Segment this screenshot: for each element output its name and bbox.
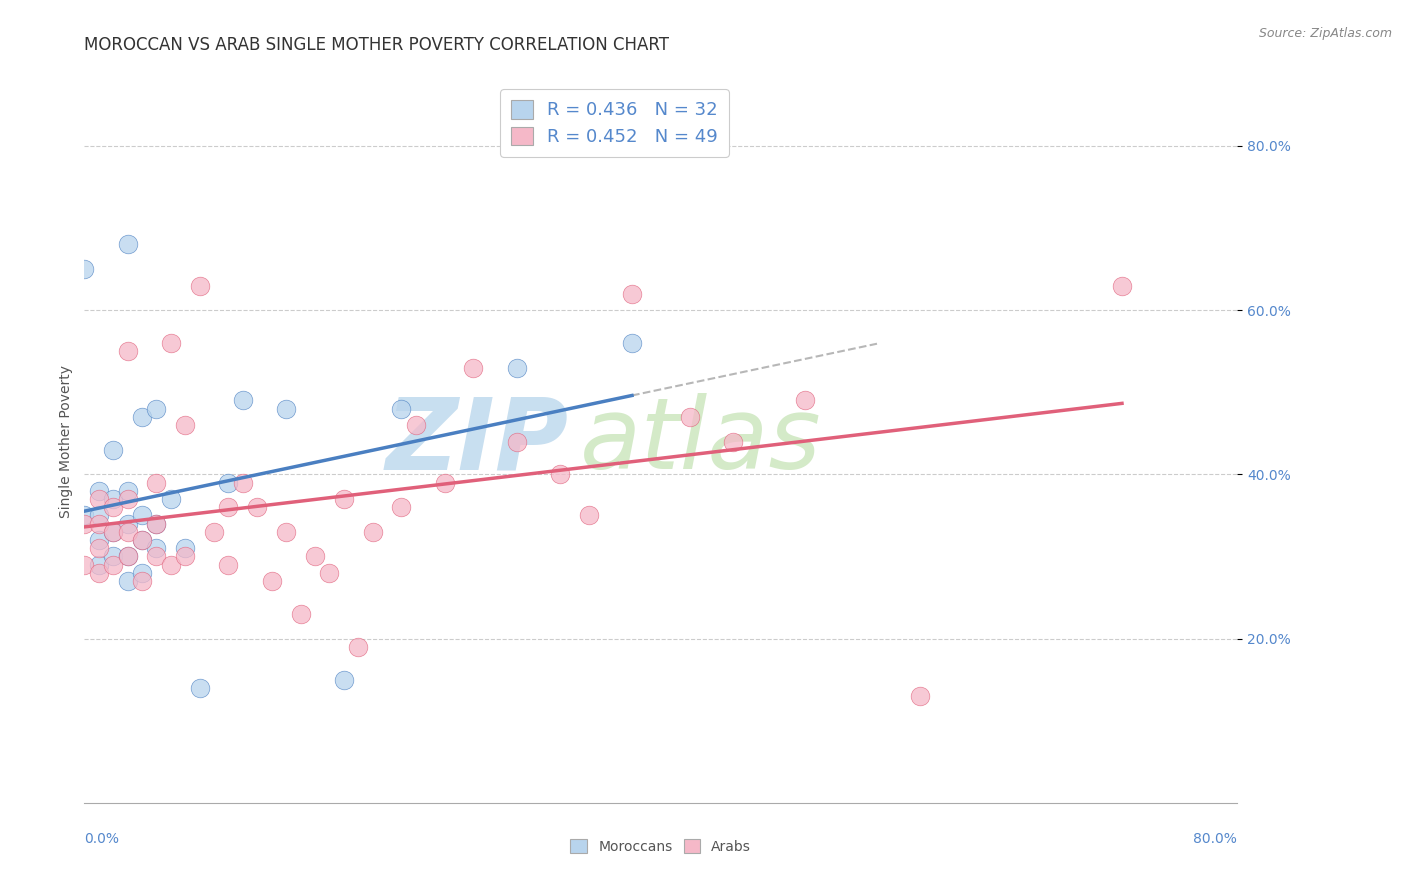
Point (1111, 278, 1133, 293)
Point (87, 508, 110, 523)
Text: 80.0%: 80.0% (1194, 831, 1237, 846)
Point (276, 524, 298, 539)
Point (188, 681, 211, 695)
Point (87, 566, 110, 580)
Point (232, 475, 254, 490)
Text: Source: ZipAtlas.com: Source: ZipAtlas.com (1258, 27, 1392, 40)
Point (276, 401, 298, 416)
Point (103, 491, 124, 506)
Point (679, 409, 702, 424)
Text: MOROCCAN VS ARAB SINGLE MOTHER POVERTY CORRELATION CHART: MOROCCAN VS ARAB SINGLE MOTHER POVERTY C… (84, 36, 669, 54)
Text: atlas: atlas (581, 393, 821, 490)
Point (73, 508, 96, 523)
Point (621, 336, 644, 351)
Point (333, 673, 356, 687)
Point (87, 516, 110, 531)
Point (117, 574, 139, 588)
Text: ZIP: ZIP (385, 393, 568, 490)
Point (405, 418, 427, 433)
Point (548, 467, 571, 482)
Point (87, 558, 110, 572)
Point (246, 500, 269, 515)
Point (103, 524, 124, 539)
Point (463, 360, 485, 375)
Point (506, 360, 529, 375)
Point (73, 558, 96, 572)
Point (174, 418, 197, 433)
Point (117, 524, 139, 539)
Point (87, 483, 110, 498)
Point (433, 475, 456, 490)
Point (391, 401, 413, 416)
Point (117, 491, 139, 506)
Point (117, 237, 139, 252)
Point (73, 262, 96, 277)
Point (794, 393, 817, 408)
Point (145, 401, 167, 416)
Point (506, 434, 529, 449)
Point (117, 483, 139, 498)
Point (145, 549, 167, 564)
Point (174, 549, 197, 564)
Point (131, 566, 153, 580)
Point (218, 558, 240, 572)
Point (202, 524, 225, 539)
Point (160, 558, 183, 572)
Point (131, 574, 153, 588)
Point (145, 516, 167, 531)
Point (318, 566, 340, 580)
Point (174, 541, 197, 556)
Point (218, 475, 240, 490)
Point (103, 442, 124, 457)
Point (87, 541, 110, 556)
Point (103, 524, 124, 539)
Point (160, 491, 183, 506)
Point (361, 524, 384, 539)
Point (103, 549, 124, 564)
Point (103, 500, 124, 515)
Point (304, 549, 326, 564)
Point (117, 344, 139, 359)
Point (73, 516, 96, 531)
Point (290, 607, 312, 621)
Point (87, 533, 110, 547)
Point (131, 409, 153, 424)
Point (578, 508, 600, 523)
Point (621, 286, 644, 301)
Point (218, 500, 240, 515)
Point (910, 689, 932, 703)
Point (721, 434, 744, 449)
Point (188, 278, 211, 293)
Point (145, 541, 167, 556)
Point (87, 491, 110, 506)
Point (103, 558, 124, 572)
Point (333, 491, 356, 506)
Point (232, 393, 254, 408)
Legend: Moroccans, Arabs: Moroccans, Arabs (564, 832, 758, 861)
Point (131, 508, 153, 523)
Point (391, 500, 413, 515)
Point (117, 549, 139, 564)
Y-axis label: Single Mother Poverty: Single Mother Poverty (59, 365, 73, 518)
Point (260, 574, 283, 588)
Point (145, 475, 167, 490)
Point (145, 516, 167, 531)
Point (131, 533, 153, 547)
Point (347, 640, 370, 654)
Point (117, 516, 139, 531)
Text: 0.0%: 0.0% (84, 831, 120, 846)
Point (117, 549, 139, 564)
Point (160, 336, 183, 351)
Point (131, 533, 153, 547)
